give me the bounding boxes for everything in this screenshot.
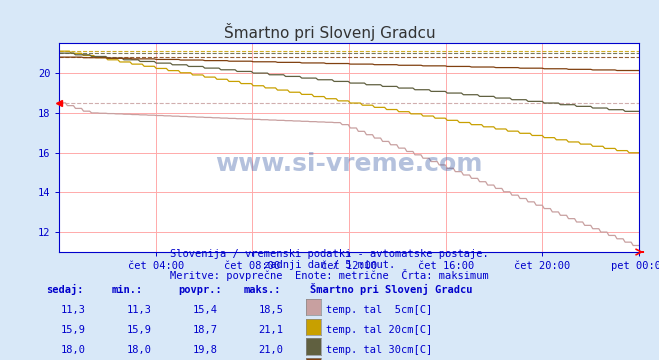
Text: zadnji dan / 5 minut.: zadnji dan / 5 minut.: [264, 260, 395, 270]
Text: maks.:: maks.:: [244, 285, 281, 296]
Text: temp. tal 20cm[C]: temp. tal 20cm[C]: [326, 325, 432, 335]
Text: 21,0: 21,0: [258, 345, 283, 355]
Text: temp. tal 30cm[C]: temp. tal 30cm[C]: [326, 345, 432, 355]
Text: 15,9: 15,9: [61, 325, 86, 335]
Text: Slovenija / vremenski podatki - avtomatske postaje.: Slovenija / vremenski podatki - avtomats…: [170, 249, 489, 260]
Text: 11,3: 11,3: [61, 305, 86, 315]
Text: Šmartno pri Slovenj Gradcu: Šmartno pri Slovenj Gradcu: [223, 23, 436, 41]
Text: 18,0: 18,0: [61, 345, 86, 355]
Text: www.si-vreme.com: www.si-vreme.com: [215, 152, 483, 176]
Text: 15,4: 15,4: [192, 305, 217, 315]
Text: temp. tal  5cm[C]: temp. tal 5cm[C]: [326, 305, 432, 315]
Text: 18,5: 18,5: [258, 305, 283, 315]
Text: Šmartno pri Slovenj Gradcu: Šmartno pri Slovenj Gradcu: [310, 283, 473, 296]
Text: sedaj:: sedaj:: [46, 284, 84, 296]
Text: Meritve: povprečne  Enote: metrične  Črta: maksimum: Meritve: povprečne Enote: metrične Črta:…: [170, 269, 489, 281]
Text: 19,8: 19,8: [192, 345, 217, 355]
Text: 11,3: 11,3: [127, 305, 152, 315]
Text: 18,7: 18,7: [192, 325, 217, 335]
Text: povpr.:: povpr.:: [178, 285, 221, 296]
Text: 18,0: 18,0: [127, 345, 152, 355]
Text: 15,9: 15,9: [127, 325, 152, 335]
Text: 21,1: 21,1: [258, 325, 283, 335]
Text: min.:: min.:: [112, 285, 143, 296]
